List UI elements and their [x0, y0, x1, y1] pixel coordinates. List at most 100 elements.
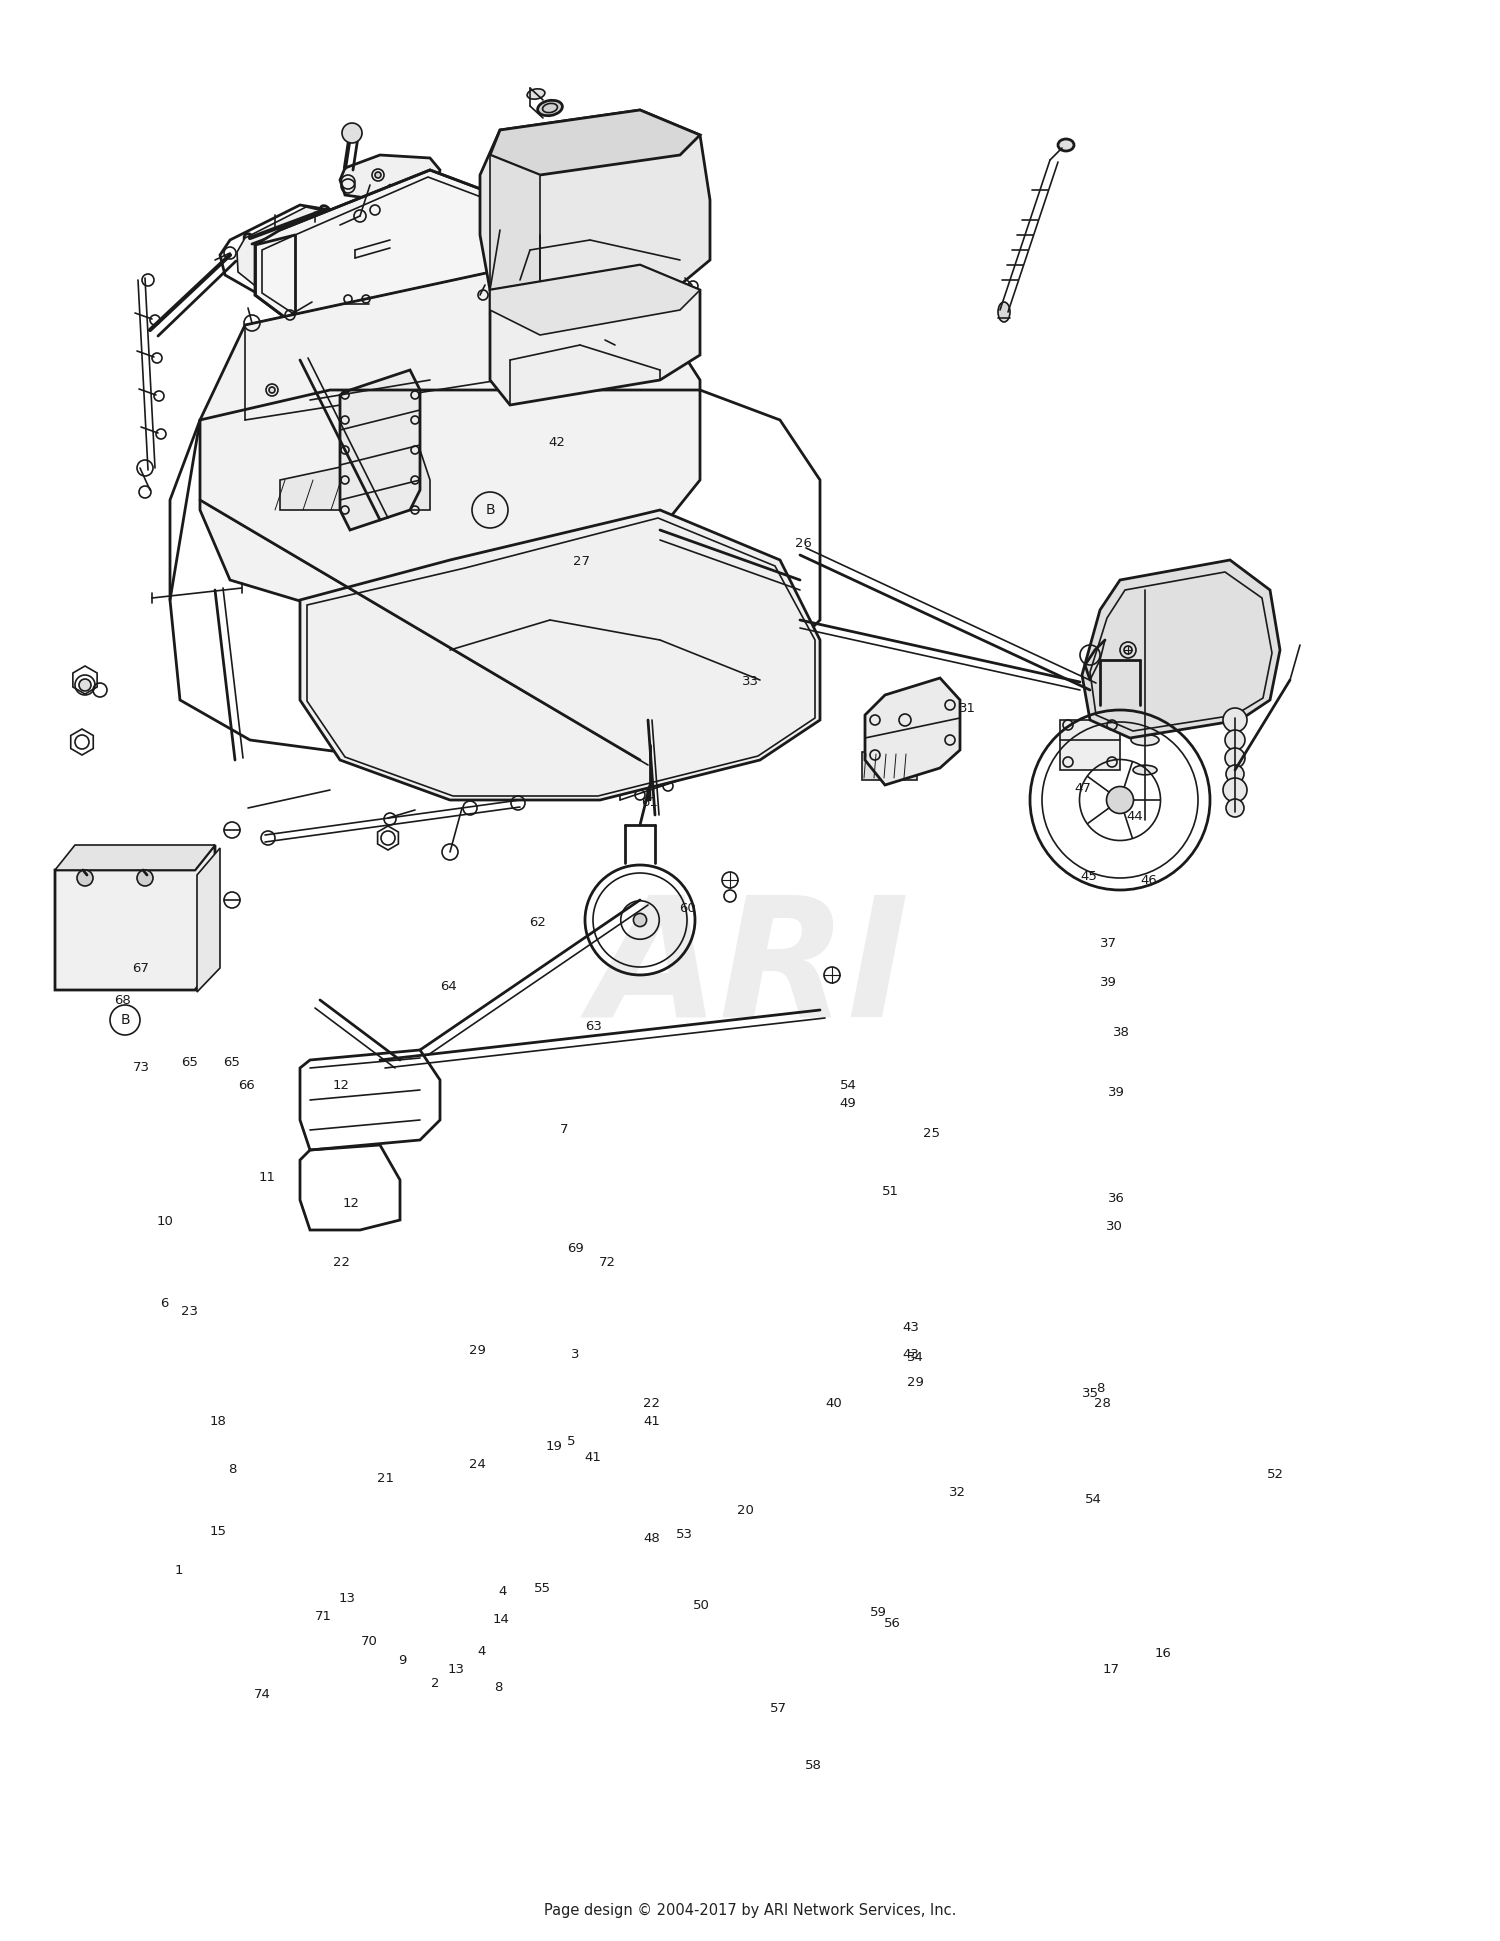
Text: 54: 54: [1084, 1493, 1101, 1506]
Polygon shape: [340, 371, 420, 530]
Text: 13: 13: [447, 1663, 465, 1675]
Text: 6: 6: [160, 1297, 170, 1310]
Text: 43: 43: [903, 1322, 920, 1333]
Polygon shape: [237, 208, 372, 305]
Ellipse shape: [998, 303, 1010, 322]
Circle shape: [1222, 778, 1246, 802]
Text: 59: 59: [870, 1607, 886, 1619]
Ellipse shape: [537, 101, 562, 116]
Text: 36: 36: [1108, 1192, 1125, 1205]
Text: 40: 40: [825, 1398, 843, 1411]
Circle shape: [268, 386, 274, 392]
Text: 52: 52: [1266, 1467, 1284, 1481]
Text: B: B: [484, 503, 495, 516]
Polygon shape: [490, 155, 540, 311]
Polygon shape: [1082, 561, 1280, 738]
Text: 1: 1: [174, 1564, 183, 1576]
Text: 23: 23: [182, 1306, 198, 1318]
Text: 37: 37: [1100, 938, 1118, 951]
Ellipse shape: [1058, 140, 1074, 151]
Circle shape: [633, 914, 646, 926]
Text: B: B: [120, 1013, 130, 1027]
Text: 69: 69: [567, 1242, 584, 1254]
Polygon shape: [480, 111, 710, 311]
Ellipse shape: [344, 128, 362, 138]
Text: 50: 50: [693, 1599, 709, 1613]
Text: 39: 39: [1100, 976, 1118, 990]
Text: 45: 45: [1080, 870, 1096, 883]
Text: 35: 35: [1082, 1386, 1098, 1399]
Text: 41: 41: [644, 1415, 660, 1429]
Text: 73: 73: [132, 1062, 150, 1073]
Polygon shape: [340, 155, 439, 206]
Ellipse shape: [244, 233, 256, 248]
Text: 2: 2: [430, 1677, 439, 1691]
Bar: [1060, 720, 1120, 771]
Text: 19: 19: [546, 1440, 562, 1454]
Text: 12: 12: [333, 1079, 350, 1093]
Ellipse shape: [555, 270, 585, 287]
Text: 21: 21: [378, 1471, 394, 1485]
Text: 25: 25: [924, 1126, 940, 1139]
Text: 46: 46: [1140, 873, 1158, 887]
Text: 29: 29: [908, 1376, 924, 1390]
Polygon shape: [490, 111, 700, 175]
Text: 12: 12: [342, 1198, 360, 1211]
Circle shape: [1107, 786, 1134, 813]
Ellipse shape: [1132, 765, 1156, 774]
Text: 16: 16: [1155, 1648, 1172, 1660]
Text: 38: 38: [1113, 1025, 1130, 1038]
Text: 39: 39: [1108, 1085, 1125, 1099]
Polygon shape: [200, 270, 700, 609]
Circle shape: [375, 173, 381, 179]
Bar: [344, 295, 369, 313]
Text: 44: 44: [1126, 809, 1143, 823]
Text: 68: 68: [114, 994, 130, 1007]
Polygon shape: [280, 450, 430, 510]
Text: 29: 29: [468, 1345, 486, 1357]
Text: 32: 32: [948, 1487, 966, 1498]
Text: 70: 70: [362, 1634, 378, 1648]
Bar: [862, 751, 916, 780]
Circle shape: [1226, 730, 1245, 749]
Text: 74: 74: [255, 1689, 272, 1700]
Text: ARI: ARI: [591, 889, 909, 1052]
Polygon shape: [56, 844, 214, 990]
Text: 9: 9: [399, 1654, 406, 1667]
Polygon shape: [490, 266, 700, 336]
Text: 54: 54: [840, 1079, 856, 1093]
Text: 13: 13: [339, 1592, 356, 1605]
Text: 31: 31: [958, 703, 975, 714]
Ellipse shape: [261, 227, 290, 248]
Circle shape: [80, 679, 92, 691]
Text: 48: 48: [644, 1531, 660, 1545]
Text: 4: 4: [498, 1586, 507, 1597]
Text: 58: 58: [804, 1759, 822, 1772]
Text: Page design © 2004-2017 by ARI Network Services, Inc.: Page design © 2004-2017 by ARI Network S…: [544, 1902, 956, 1918]
Text: 3: 3: [570, 1347, 579, 1361]
Text: 63: 63: [585, 1021, 602, 1033]
Text: 64: 64: [441, 980, 458, 992]
Text: 28: 28: [1095, 1398, 1112, 1411]
Text: 14: 14: [492, 1613, 508, 1627]
Text: 18: 18: [210, 1415, 226, 1429]
Text: 66: 66: [237, 1079, 255, 1093]
Polygon shape: [255, 171, 510, 324]
Polygon shape: [300, 510, 820, 800]
Circle shape: [136, 870, 153, 885]
Text: 8: 8: [1096, 1382, 1104, 1394]
Text: 56: 56: [885, 1617, 902, 1630]
Text: 47: 47: [1076, 782, 1092, 794]
Text: 55: 55: [534, 1582, 552, 1596]
Polygon shape: [490, 266, 700, 406]
Text: 24: 24: [468, 1458, 486, 1471]
Circle shape: [1226, 747, 1245, 769]
Text: 26: 26: [795, 538, 812, 549]
Text: 33: 33: [741, 675, 759, 689]
Text: 22: 22: [333, 1256, 350, 1269]
Text: 65: 65: [224, 1056, 240, 1069]
Ellipse shape: [1130, 584, 1160, 596]
Text: 42: 42: [549, 437, 566, 450]
Circle shape: [342, 122, 362, 144]
Ellipse shape: [320, 206, 332, 221]
